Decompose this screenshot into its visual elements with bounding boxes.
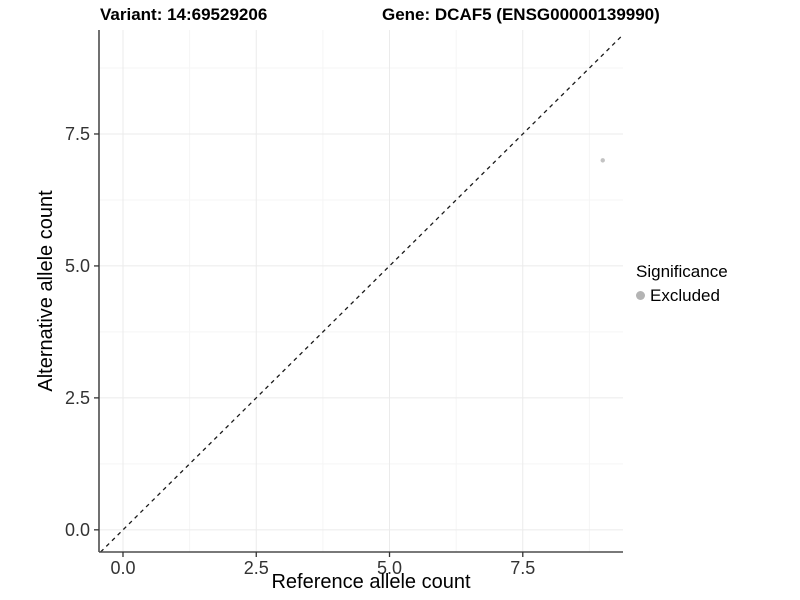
y-axis-title: Alternative allele count: [35, 190, 57, 392]
x-axis-title: Reference allele count: [271, 571, 470, 593]
y-tick-label: 7.5: [65, 124, 90, 144]
legend-item-label: Excluded: [650, 286, 720, 305]
legend-title: Significance: [636, 262, 728, 281]
y-tick-label: 5.0: [65, 256, 90, 276]
legend-point-icon: [636, 291, 645, 300]
identity-line: [100, 34, 624, 553]
legend: Significance Excluded: [636, 262, 728, 305]
plot-title-variant: Variant: 14:69529206: [100, 5, 268, 24]
x-tick-label: 5.0: [377, 558, 402, 578]
x-tick-label: 2.5: [244, 558, 269, 578]
x-tick-label: 0.0: [110, 558, 135, 578]
x-tick-label: 7.5: [510, 558, 535, 578]
plot-title-gene: Gene: DCAF5 (ENSG00000139990): [382, 5, 660, 24]
legend-item-excluded: Excluded: [636, 286, 728, 305]
y-tick-label: 2.5: [65, 388, 90, 408]
y-tick-label: 0.0: [65, 520, 90, 540]
data-point: [600, 158, 605, 163]
